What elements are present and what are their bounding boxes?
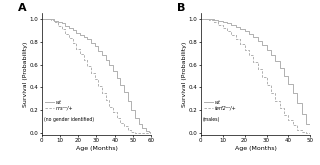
Text: A: A [18,3,26,13]
Legend: wt, terf2ᵐʳ/+: wt, terf2ᵐʳ/+ [204,100,236,111]
Text: (males): (males) [203,117,220,122]
X-axis label: Age (Months): Age (Months) [235,146,276,151]
Text: (no gender identified): (no gender identified) [44,117,94,122]
Y-axis label: Survival (Probability): Survival (Probability) [23,42,28,107]
Text: B: B [177,3,185,13]
Legend: wt, nrsᵐʳ/+: wt, nrsᵐʳ/+ [45,100,73,111]
X-axis label: Age (Months): Age (Months) [76,146,117,151]
Y-axis label: Survival (Probability): Survival (Probability) [182,42,187,107]
